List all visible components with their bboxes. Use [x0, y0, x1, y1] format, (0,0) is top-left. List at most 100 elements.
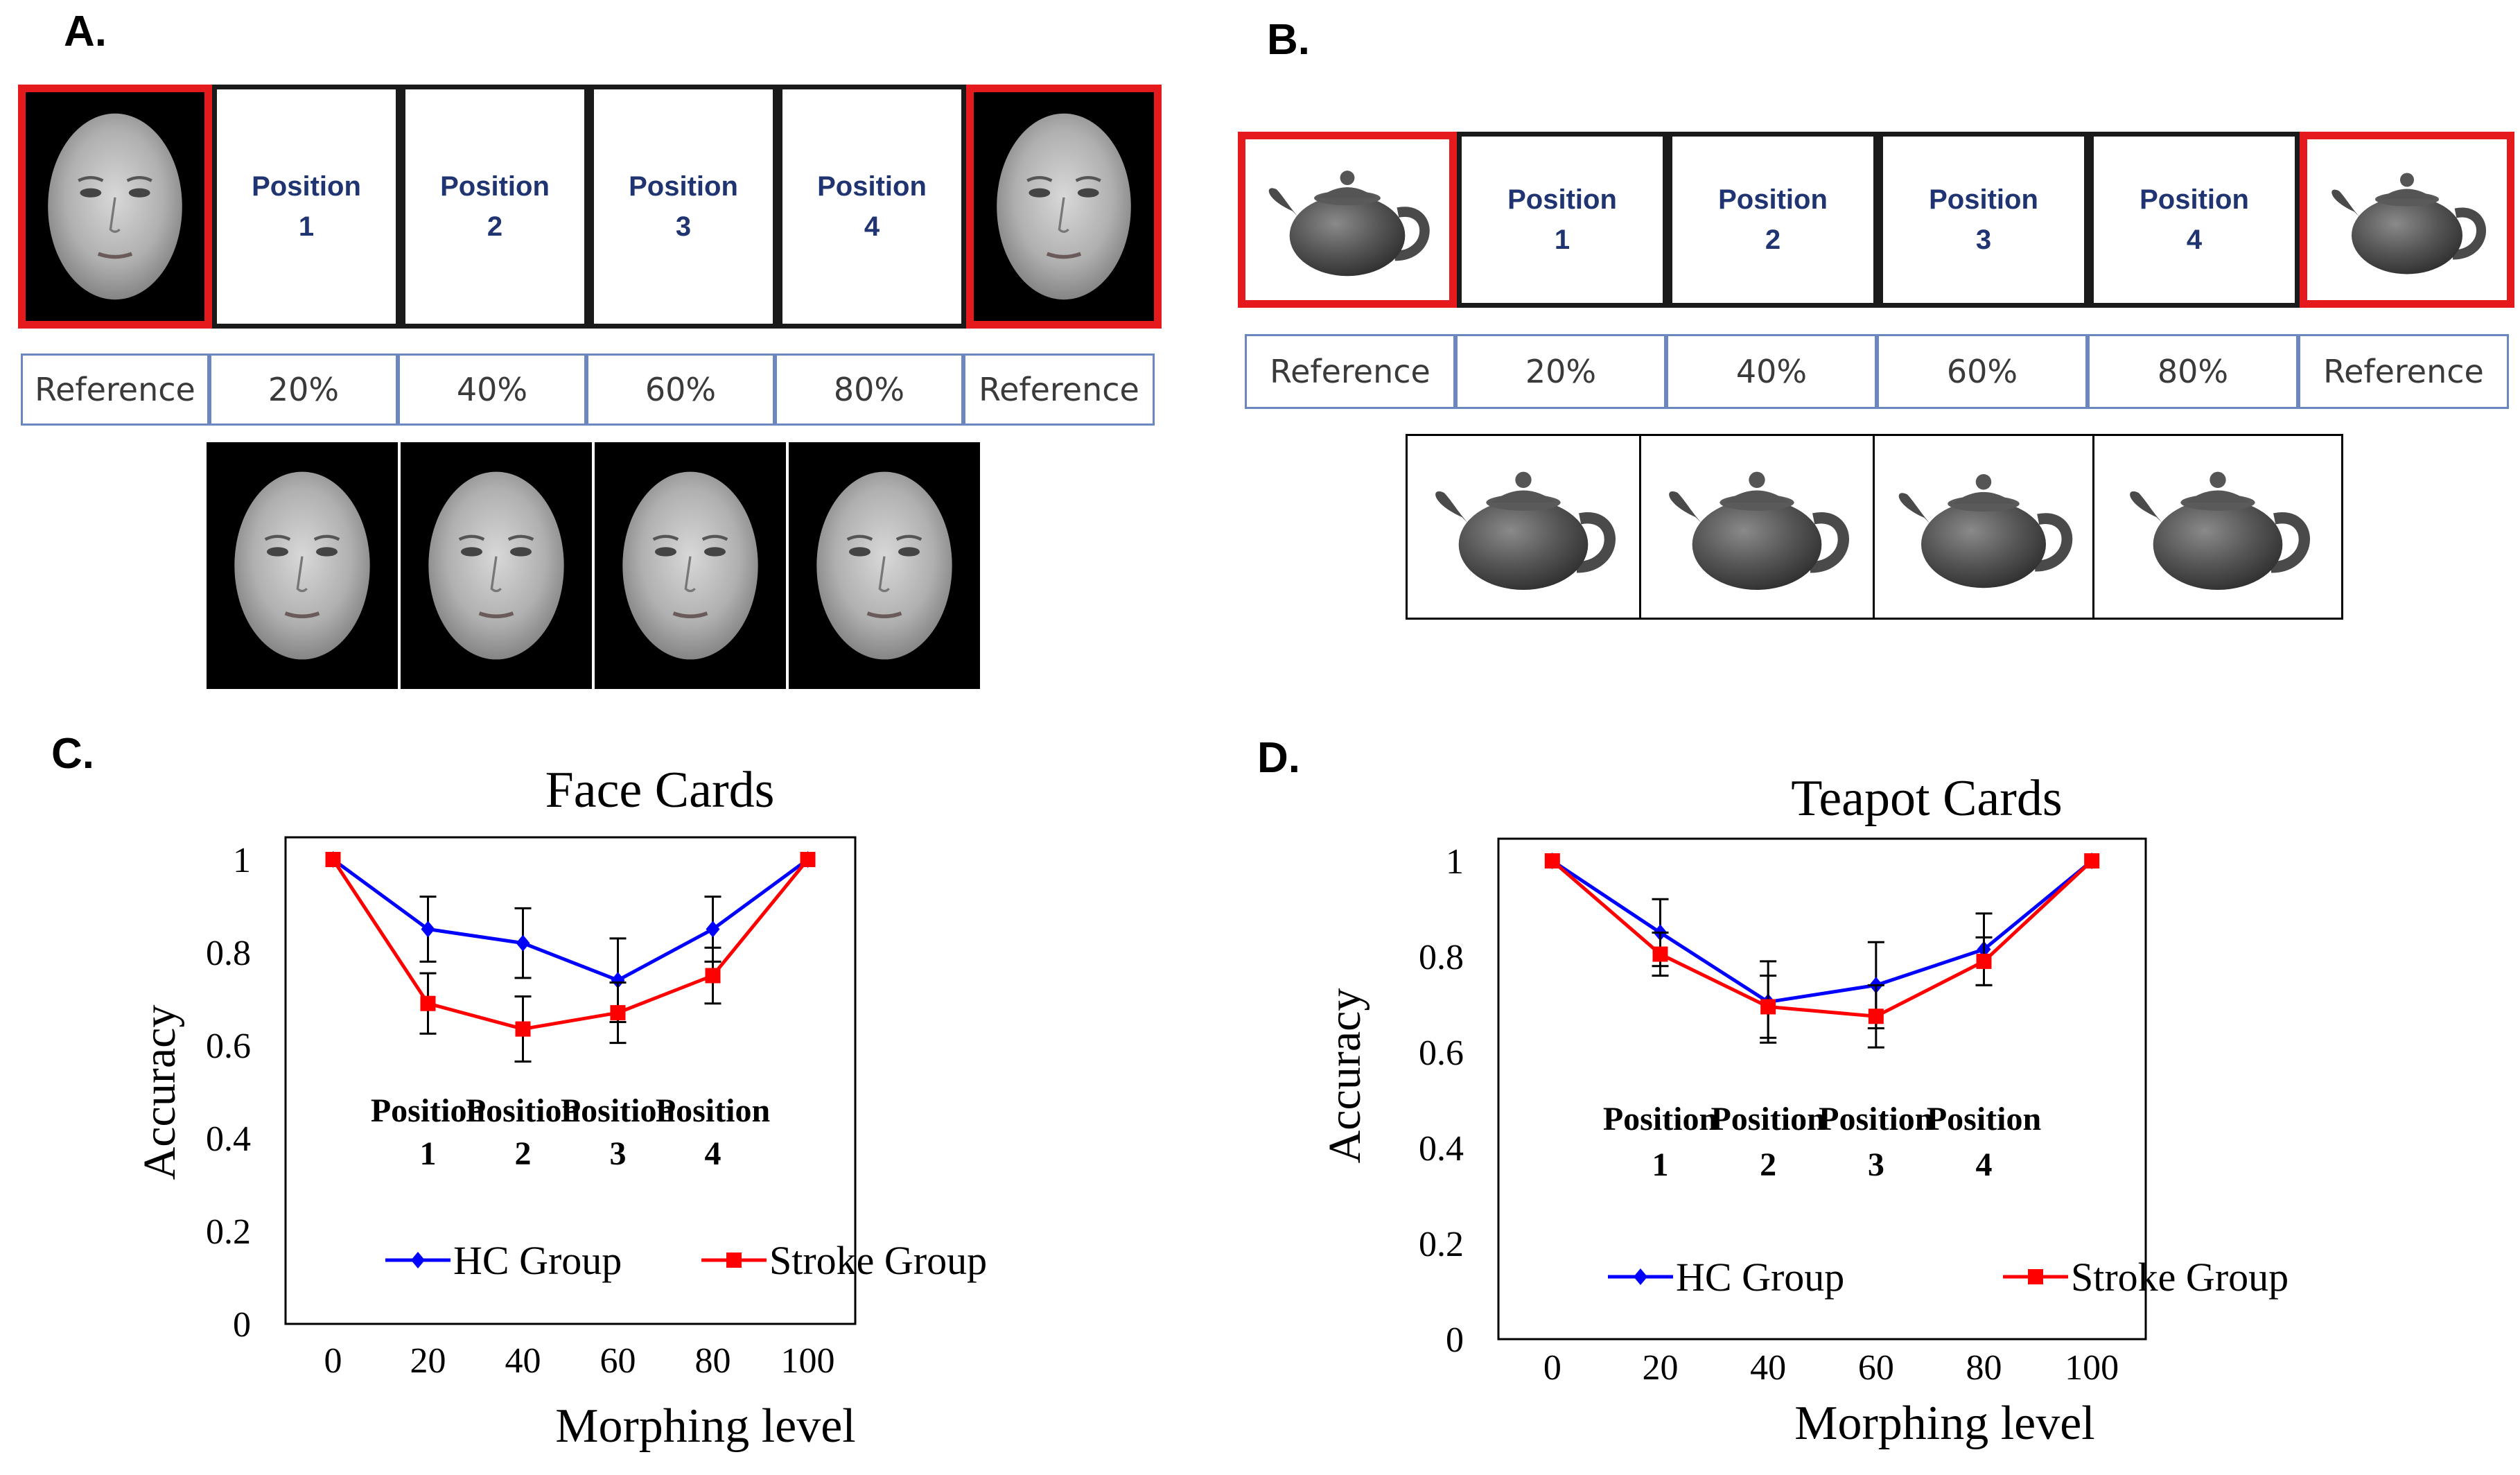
panel-a-label: A.	[64, 8, 107, 55]
legend-label: Stroke Group	[2071, 1255, 2289, 1300]
data-point-stroke-group	[1868, 1009, 1884, 1024]
legend-label: Stroke Group	[769, 1238, 987, 1283]
position-annotation: 1	[1652, 1146, 1669, 1183]
teapot-reference-left-card	[1238, 132, 1457, 308]
face-position-4-label: Position 4	[817, 171, 927, 242]
position-annotation: Position	[561, 1092, 675, 1129]
legend-label: HC Group	[453, 1238, 622, 1283]
teapot-level-60: 60%	[1877, 334, 2088, 409]
face-level-40: 40%	[398, 354, 586, 426]
teapot-position-1-card: Position 1	[1457, 132, 1668, 308]
y-tick-label: 0.6	[1419, 1033, 1464, 1073]
face-position-2-card: Position 2	[401, 85, 589, 329]
y-tick-label: 0.2	[206, 1212, 251, 1252]
legend-marker	[411, 1252, 425, 1268]
data-point-stroke-group	[610, 1005, 626, 1021]
teapot-position-3-card: Position 3	[1878, 132, 2089, 308]
teapot-position-4-card: Position 4	[2089, 132, 2300, 308]
face-position-3-card: Position 3	[589, 85, 778, 329]
face-position-3-label: Position 3	[629, 171, 738, 242]
x-tick-label: 60	[600, 1341, 636, 1381]
teapot-position-1-label: Position 1	[1507, 184, 1617, 255]
face-position-1-card: Position 1	[212, 85, 401, 329]
teapot-level-reference-left: Reference	[1245, 334, 1455, 409]
x-tick-label: 100	[781, 1341, 835, 1381]
teapot-reference-right-image	[2324, 156, 2490, 284]
data-point-hc-group	[611, 972, 625, 989]
teapot-position-3-label: Position 3	[1929, 184, 2038, 255]
x-tick-label: 60	[1858, 1348, 1894, 1388]
teapot-level-40: 40%	[1666, 334, 1877, 409]
teapot-morph-40	[1641, 436, 1875, 618]
y-tick-label: 0.8	[206, 934, 251, 973]
legend-label: HC Group	[1676, 1255, 1844, 1300]
teapot-position-2-label: Position 2	[1718, 184, 1828, 255]
position-annotation: Position	[1927, 1101, 2041, 1137]
teapot-position-2-card: Position 2	[1668, 132, 1878, 308]
position-annotation: 3	[610, 1135, 627, 1172]
face-position-2-label: Position 2	[440, 171, 550, 242]
teapot-level-80: 80%	[2088, 334, 2298, 409]
x-tick-label: 80	[695, 1341, 731, 1381]
data-point-stroke-group	[705, 968, 721, 984]
chart-title: Teapot Cards	[1791, 770, 2062, 827]
data-point-stroke-group	[1760, 999, 1776, 1015]
plot-area-frame	[1497, 837, 2147, 1341]
face-cards-chart: Face Cards Morphing level Accuracy 0 20 40…	[134, 762, 987, 1453]
face-morph-60	[595, 442, 789, 689]
teapot-position-4-label: Position 4	[2140, 184, 2249, 255]
panel-b-label: B.	[1267, 16, 1310, 64]
data-point-stroke-group	[420, 995, 436, 1011]
panel-c-label: C.	[51, 730, 94, 778]
x-tick-label: 20	[1643, 1348, 1679, 1388]
face-reference-left-card	[18, 85, 212, 329]
position-annotation: 4	[705, 1135, 721, 1172]
face-level-row: Reference 20% 40% 60% 80% Reference	[21, 354, 1155, 426]
y-tick-label: 0	[233, 1305, 251, 1345]
position-annotation: Position	[466, 1092, 580, 1129]
face-position-1-label: Position 1	[252, 171, 361, 242]
panel-d-label: D.	[1257, 734, 1300, 782]
position-annotation: 2	[515, 1135, 532, 1172]
y-axis-label: Accuracy	[1320, 988, 1370, 1164]
position-annotation: Position	[1819, 1101, 1933, 1137]
position-annotation: Position	[371, 1092, 485, 1129]
legend-marker	[726, 1253, 742, 1268]
x-tick-label: 40	[505, 1341, 541, 1381]
teapot-level-20: 20%	[1455, 334, 1666, 409]
teapot-level-row: Reference 20% 40% 60% 80% Reference	[1245, 334, 2509, 409]
legend-marker	[2028, 1269, 2043, 1284]
y-tick-label: 0.4	[206, 1119, 251, 1159]
data-point-stroke-group	[515, 1021, 531, 1037]
teapot-morph-20	[1408, 436, 1641, 618]
series-line-stroke-group	[331, 858, 810, 1031]
series-line-hc-group	[1551, 859, 2093, 1004]
position-annotation: 4	[1976, 1146, 1993, 1183]
chart-title: Face Cards	[545, 762, 775, 819]
position-annotation: 3	[1868, 1146, 1884, 1183]
y-tick-label: 0.8	[1419, 938, 1464, 977]
face-reference-right-image	[988, 103, 1140, 311]
x-tick-label: 40	[1750, 1348, 1786, 1388]
legend-marker	[1634, 1268, 1647, 1285]
data-point-stroke-group	[800, 852, 816, 867]
face-morph-40	[401, 442, 595, 689]
face-position-4-card: Position 4	[778, 85, 966, 329]
face-level-20: 20%	[209, 354, 398, 426]
face-morph-80	[789, 442, 980, 689]
face-morph-strip	[207, 442, 980, 689]
position-annotation: Position	[1710, 1101, 1825, 1137]
data-point-hc-group	[516, 934, 530, 952]
series-line-hc-group	[332, 857, 809, 982]
data-point-stroke-group	[1976, 953, 1992, 969]
teapot-level-reference-right: Reference	[2298, 334, 2509, 409]
data-point-stroke-group	[1544, 853, 1560, 869]
x-tick-label: 0	[324, 1341, 342, 1381]
teapot-cards-chart: Teapot Cards Morphing level Accuracy 0 20…	[1320, 770, 2289, 1450]
face-level-reference-right: Reference	[963, 354, 1155, 426]
data-point-hc-group	[421, 920, 435, 938]
teapot-morph-80	[2094, 436, 2341, 618]
plot-area-frame	[284, 836, 857, 1325]
y-axis-label: Accuracy	[134, 1005, 185, 1180]
x-axis-label: Morphing level	[555, 1399, 856, 1453]
